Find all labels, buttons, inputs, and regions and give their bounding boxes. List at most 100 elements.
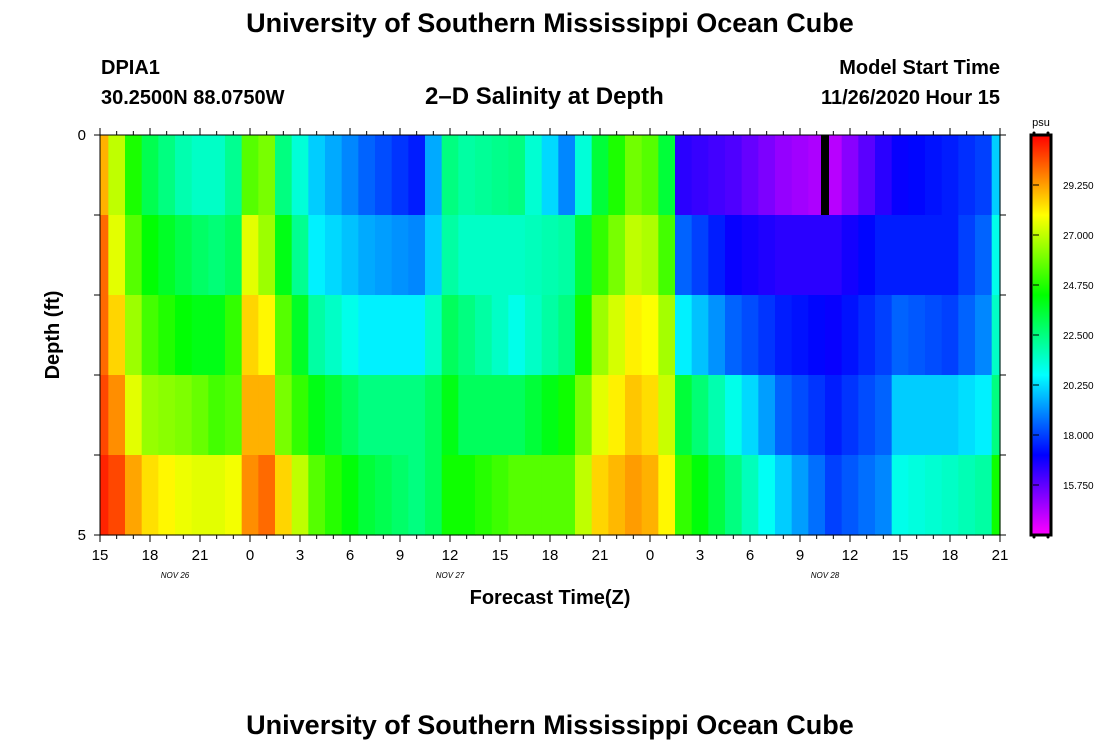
heatmap-cell (741, 295, 759, 376)
y-tick-label: 0 (78, 127, 86, 144)
heatmap-cell (458, 375, 476, 456)
heatmap-cell (341, 135, 359, 216)
heatmap-cell (708, 135, 726, 216)
heatmap-cell (708, 295, 726, 376)
heatmap-cell (908, 295, 926, 376)
heatmap-cell (208, 295, 226, 376)
heatmap-cell (575, 135, 593, 216)
heatmap-cell (275, 455, 293, 536)
heatmap-cell (541, 215, 559, 296)
heatmap-cell (241, 375, 259, 456)
heatmap-cell (775, 215, 793, 296)
heatmap-cell (841, 455, 859, 536)
heatmap-cell (608, 295, 626, 376)
heatmap-cell (191, 295, 209, 376)
heatmap-cell (675, 295, 693, 376)
station-coordinates: 30.2500N 88.0750W (101, 87, 285, 109)
heatmap-cell (258, 455, 276, 536)
x-tick-label: 6 (346, 547, 354, 564)
heatmap-cell (991, 375, 1001, 456)
date-label: NOV 28 (811, 571, 840, 580)
heatmap-cell (858, 455, 876, 536)
heatmap-cell (941, 295, 959, 376)
heatmap-cell (741, 375, 759, 456)
y-axis-label: Depth (ft) (42, 291, 64, 380)
heatmap-cell (475, 455, 493, 536)
x-axis-label: Forecast Time(Z) (470, 587, 631, 609)
heatmap-cell (841, 375, 859, 456)
colorbar-corner-dot (1046, 535, 1050, 539)
x-tick-label: 18 (542, 547, 559, 564)
heatmap-cell (891, 295, 909, 376)
heatmap-cell (558, 455, 576, 536)
heatmap-cell (391, 135, 409, 216)
heatmap-cell (491, 375, 509, 456)
heatmap-cell (775, 375, 793, 456)
heatmap-cell (808, 375, 826, 456)
heatmap-cell (858, 375, 876, 456)
heatmap-cell (858, 135, 876, 216)
heatmap-cell (325, 135, 343, 216)
heatmap-cell (108, 135, 126, 216)
station-id: DPIA1 (101, 57, 160, 79)
heatmap-cell (508, 455, 526, 536)
heatmap-cell (758, 375, 776, 456)
heatmap-cell (508, 215, 526, 296)
heatmap-cell (891, 135, 909, 216)
heatmap-cell (641, 295, 659, 376)
heatmap-cell (108, 375, 126, 456)
footer-title: University of Southern Mississippi Ocean… (246, 710, 854, 740)
heatmap-cell (100, 295, 109, 376)
heatmap-cell (458, 455, 476, 536)
colorbar-tick-label: 18.000 (1063, 431, 1094, 442)
heatmap-cell (775, 455, 793, 536)
x-tick-label: 9 (396, 547, 404, 564)
heatmap-cell (341, 215, 359, 296)
heatmap-cell (591, 135, 609, 216)
heatmap-cell (875, 215, 893, 296)
heatmap-cell (875, 295, 893, 376)
heatmap-cell (625, 375, 643, 456)
heatmap-cell (691, 375, 709, 456)
heatmap-cell (791, 295, 809, 376)
x-tick-label: 18 (142, 547, 159, 564)
heatmap-cell (191, 135, 209, 216)
heatmap-cell (741, 135, 759, 216)
heatmap-cell (291, 215, 309, 296)
heatmap-cell (758, 135, 776, 216)
heatmap-cell (291, 455, 309, 536)
heatmap-cell (858, 215, 876, 296)
heatmap-cell (358, 295, 376, 376)
heatmap-cell (441, 135, 459, 216)
heatmap-cell (658, 455, 676, 536)
heatmap-cell (108, 295, 126, 376)
heatmap-cell (991, 215, 1001, 296)
heatmap-cell (958, 455, 976, 536)
heatmap-cell (425, 135, 443, 216)
heatmap-cell (908, 455, 926, 536)
heatmap-cell (725, 295, 743, 376)
heatmap-cell (408, 455, 426, 536)
heatmap-cell (608, 215, 626, 296)
heatmap-cell (758, 295, 776, 376)
heatmap-cell (258, 135, 276, 216)
heatmap-cell (275, 375, 293, 456)
heatmap-cell (458, 135, 476, 216)
heatmap-cell (575, 375, 593, 456)
x-tick-label: 0 (646, 547, 654, 564)
heatmap-cell (308, 375, 326, 456)
colorbar-ticks: 29.250 27.000 24.750 22.500 20.250 18.000 15.7… (1032, 131, 1094, 539)
heatmap-cell (125, 375, 143, 456)
heatmap-cell (758, 215, 776, 296)
heatmap-cell (941, 455, 959, 536)
heatmap-cell (858, 295, 876, 376)
heatmap-cell (891, 455, 909, 536)
heatmap-cell (241, 455, 259, 536)
heatmap-cell (458, 215, 476, 296)
heatmap-cell (275, 295, 293, 376)
heatmap-cell (425, 295, 443, 376)
heatmap-cell (941, 215, 959, 296)
heatmap-cell (641, 455, 659, 536)
heatmap-cell (758, 455, 776, 536)
